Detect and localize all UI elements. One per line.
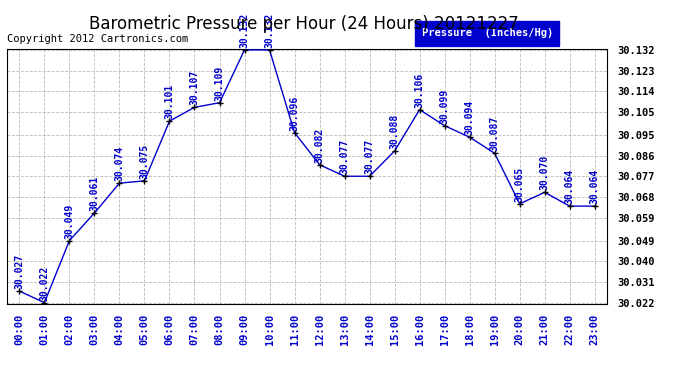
Text: 30.074: 30.074 — [115, 146, 124, 181]
Text: 30.109: 30.109 — [215, 66, 224, 101]
Text: 30.106: 30.106 — [415, 72, 424, 108]
Text: Copyright 2012 Cartronics.com: Copyright 2012 Cartronics.com — [7, 34, 188, 44]
Text: 30.096: 30.096 — [290, 96, 299, 131]
Text: 30.077: 30.077 — [339, 139, 350, 174]
Text: 30.065: 30.065 — [515, 167, 524, 202]
Text: 30.049: 30.049 — [64, 204, 75, 239]
Text: 30.061: 30.061 — [90, 176, 99, 211]
Text: 30.088: 30.088 — [390, 114, 400, 149]
Text: 30.099: 30.099 — [440, 88, 450, 124]
Text: Barometric Pressure per Hour (24 Hours) 20121227: Barometric Pressure per Hour (24 Hours) … — [89, 15, 518, 33]
Text: 30.022: 30.022 — [39, 266, 50, 301]
Text: Pressure  (Inches/Hg): Pressure (Inches/Hg) — [422, 28, 553, 39]
Text: 30.064: 30.064 — [564, 169, 575, 204]
Text: 30.094: 30.094 — [464, 100, 475, 135]
Text: 30.101: 30.101 — [164, 84, 175, 119]
Text: 30.070: 30.070 — [540, 155, 550, 190]
Text: 30.132: 30.132 — [264, 13, 275, 48]
Bar — [415, 21, 559, 46]
Text: 30.077: 30.077 — [364, 139, 375, 174]
Text: 30.082: 30.082 — [315, 128, 324, 163]
Text: 30.027: 30.027 — [14, 254, 24, 289]
Text: 30.064: 30.064 — [590, 169, 600, 204]
Text: 30.132: 30.132 — [239, 13, 250, 48]
Text: 30.075: 30.075 — [139, 144, 150, 179]
Text: 30.087: 30.087 — [490, 116, 500, 152]
Text: 30.107: 30.107 — [190, 70, 199, 105]
